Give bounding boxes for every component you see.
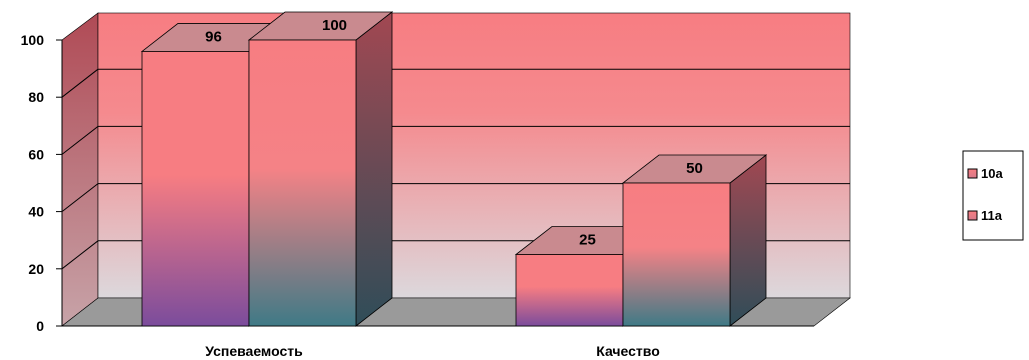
side-wall [61,12,99,327]
bar-2-2 [621,154,768,327]
y-tick-label: 40 [28,204,44,220]
bars [140,11,768,327]
bar-front [515,254,624,327]
legend-box [962,150,1024,241]
gridline-side [61,68,99,98]
legend-label: 11а [981,208,1003,223]
legend: 10а 11а [962,150,1024,241]
category-label: Успеваемость [205,343,303,359]
y-tick-label: 100 [21,32,45,48]
legend-label: 10а [981,166,1003,181]
gridline-side [61,183,99,212]
bar-front [141,51,250,327]
data-label: 25 [579,232,596,249]
gridline-side [61,126,99,155]
y-tick-label: 60 [28,146,44,162]
data-label: 96 [205,28,222,45]
bar-2-1 [247,11,394,327]
bar-side [729,154,767,327]
data-label: 50 [686,160,703,177]
category-labels: Успеваемость Качество [205,343,659,359]
y-tick-label: 20 [28,261,44,277]
bar-front [248,39,357,327]
y-tick-label: 80 [28,89,44,105]
data-label: 100 [322,17,347,34]
gridline-side [61,240,99,270]
category-label: Качество [596,343,660,359]
legend-swatch [967,168,978,179]
bar-front [622,182,731,327]
bar-side [355,11,393,327]
legend-swatch [967,210,978,221]
y-tick-label: 0 [36,318,44,334]
data-labels: 96 100 25 50 [205,17,703,249]
